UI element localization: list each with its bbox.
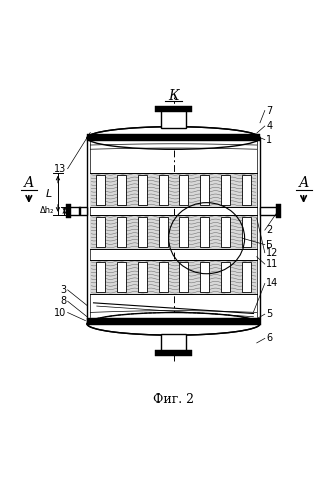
Bar	[117, 217, 126, 247]
Text: Б: Б	[266, 240, 273, 250]
Bar	[117, 262, 126, 292]
Bar	[138, 175, 147, 205]
Bar	[200, 175, 209, 205]
Text: 5: 5	[266, 309, 273, 319]
Bar	[66, 204, 70, 219]
Bar	[90, 173, 258, 207]
Text: Δh₂: Δh₂	[39, 206, 54, 215]
Bar	[200, 217, 209, 247]
Bar	[221, 262, 230, 292]
Bar	[200, 262, 209, 292]
Bar	[179, 262, 188, 292]
Text: L: L	[46, 189, 52, 199]
Bar	[161, 110, 185, 128]
Ellipse shape	[87, 312, 260, 335]
Text: Фиг. 2: Фиг. 2	[153, 393, 194, 406]
Bar	[179, 175, 188, 205]
Ellipse shape	[87, 127, 260, 149]
Bar	[159, 217, 168, 247]
Bar	[242, 262, 251, 292]
Bar	[242, 175, 251, 205]
Text: А: А	[298, 176, 309, 190]
Text: 6: 6	[266, 333, 273, 343]
Bar	[221, 217, 230, 247]
Text: 14: 14	[266, 278, 279, 288]
Bar	[221, 175, 230, 205]
Bar	[96, 175, 106, 205]
Text: 13: 13	[54, 164, 66, 174]
Text: 1: 1	[266, 135, 273, 145]
Bar	[79, 207, 81, 215]
Text: 8: 8	[60, 296, 66, 306]
Bar	[276, 204, 281, 219]
Bar	[161, 334, 185, 352]
Text: 12: 12	[266, 248, 279, 257]
Bar	[260, 208, 278, 215]
Text: 2: 2	[266, 225, 273, 235]
Bar	[159, 262, 168, 292]
Text: К: К	[168, 89, 179, 103]
Bar	[155, 350, 192, 356]
Bar	[159, 175, 168, 205]
Bar	[96, 262, 106, 292]
Text: 11: 11	[266, 259, 279, 269]
Bar	[90, 260, 258, 294]
Bar	[138, 262, 147, 292]
Bar	[87, 318, 260, 325]
Bar	[138, 217, 147, 247]
Text: 7: 7	[266, 105, 273, 115]
Bar	[117, 175, 126, 205]
Text: 3: 3	[60, 285, 66, 295]
Bar	[242, 217, 251, 247]
Bar	[90, 215, 258, 249]
Bar	[87, 134, 260, 141]
Text: 4: 4	[266, 121, 273, 131]
Bar	[96, 217, 106, 247]
Text: А: А	[23, 176, 34, 190]
Bar	[179, 217, 188, 247]
Text: 10: 10	[54, 307, 66, 317]
Bar	[69, 208, 87, 215]
Bar	[155, 106, 192, 112]
